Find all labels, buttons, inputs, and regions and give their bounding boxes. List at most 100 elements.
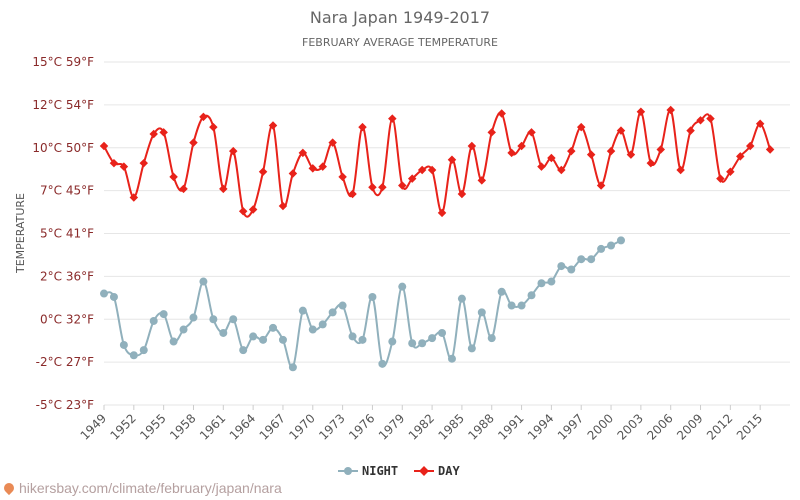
data-point-night[interactable] xyxy=(507,301,516,310)
data-point-day[interactable] xyxy=(656,145,665,154)
data-point-night[interactable] xyxy=(597,244,606,253)
data-point-day[interactable] xyxy=(417,165,427,175)
data-point-day[interactable] xyxy=(477,176,487,185)
data-point-night[interactable] xyxy=(438,328,447,337)
legend-item-day[interactable]: DAY xyxy=(414,464,460,478)
data-point-night[interactable] xyxy=(467,344,476,353)
data-point-night[interactable] xyxy=(607,241,616,250)
data-point-day[interactable] xyxy=(248,205,258,214)
data-point-day[interactable] xyxy=(119,162,129,171)
data-point-day[interactable] xyxy=(407,174,417,183)
data-point-night[interactable] xyxy=(388,337,397,346)
data-point-night[interactable] xyxy=(517,301,526,310)
data-point-night[interactable] xyxy=(557,262,566,271)
data-point-day[interactable] xyxy=(586,150,596,159)
data-point-day[interactable] xyxy=(467,141,477,151)
data-point-night[interactable] xyxy=(457,294,466,303)
data-point-day[interactable] xyxy=(378,182,387,192)
data-point-night[interactable] xyxy=(418,339,427,348)
data-point-day[interactable] xyxy=(298,148,308,158)
data-point-night[interactable] xyxy=(497,287,506,296)
data-point-day[interactable] xyxy=(209,122,218,132)
data-point-night[interactable] xyxy=(368,292,377,301)
data-point-day[interactable] xyxy=(437,208,447,218)
data-point-day[interactable] xyxy=(268,121,278,130)
data-point-night[interactable] xyxy=(428,334,437,343)
data-point-day[interactable] xyxy=(358,122,367,132)
data-point-night[interactable] xyxy=(587,255,596,264)
data-point-day[interactable] xyxy=(139,158,149,168)
data-point-night[interactable] xyxy=(179,325,188,334)
data-point-night[interactable] xyxy=(269,323,278,332)
data-point-day[interactable] xyxy=(368,182,377,192)
data-point-day[interactable] xyxy=(129,193,139,202)
data-point-day[interactable] xyxy=(487,128,496,137)
data-point-night[interactable] xyxy=(109,292,118,301)
data-point-day[interactable] xyxy=(427,165,437,175)
data-point-day[interactable] xyxy=(636,107,646,116)
data-point-day[interactable] xyxy=(388,114,397,123)
data-point-day[interactable] xyxy=(497,109,506,118)
data-point-day[interactable] xyxy=(338,172,347,182)
data-point-day[interactable] xyxy=(169,172,178,182)
data-point-night[interactable] xyxy=(408,339,417,348)
data-point-night[interactable] xyxy=(199,277,208,286)
data-point-day[interactable] xyxy=(348,189,357,199)
data-point-night[interactable] xyxy=(616,236,625,245)
data-point-day[interactable] xyxy=(318,162,327,171)
data-point-night[interactable] xyxy=(149,316,158,325)
data-point-day[interactable] xyxy=(229,146,238,156)
data-point-day[interactable] xyxy=(507,148,516,158)
data-point-night[interactable] xyxy=(169,337,178,346)
data-point-night[interactable] xyxy=(298,306,307,315)
data-point-night[interactable] xyxy=(229,315,238,324)
data-point-day[interactable] xyxy=(686,126,695,135)
data-point-day[interactable] xyxy=(328,138,337,147)
data-point-day[interactable] xyxy=(149,129,158,139)
data-point-night[interactable] xyxy=(318,320,327,329)
data-point-day[interactable] xyxy=(398,181,407,190)
data-point-day[interactable] xyxy=(159,128,168,137)
data-point-night[interactable] xyxy=(547,277,556,286)
data-point-night[interactable] xyxy=(239,346,248,355)
footer-link[interactable]: hikersbay.com/climate/february/japan/nar… xyxy=(1,480,282,496)
data-point-day[interactable] xyxy=(457,189,467,199)
data-point-day[interactable] xyxy=(527,128,536,137)
data-point-night[interactable] xyxy=(537,279,546,288)
data-point-night[interactable] xyxy=(348,332,357,341)
data-point-night[interactable] xyxy=(139,346,148,355)
data-point-day[interactable] xyxy=(765,145,775,154)
data-point-night[interactable] xyxy=(288,363,297,372)
data-point-night[interactable] xyxy=(527,291,536,300)
data-point-night[interactable] xyxy=(577,255,586,264)
data-point-night[interactable] xyxy=(259,335,268,344)
data-point-night[interactable] xyxy=(567,265,576,274)
data-point-day[interactable] xyxy=(258,167,268,177)
data-point-day[interactable] xyxy=(189,138,198,147)
data-point-night[interactable] xyxy=(159,310,168,319)
data-point-day[interactable] xyxy=(219,184,228,194)
data-point-night[interactable] xyxy=(338,301,347,310)
data-point-night[interactable] xyxy=(308,325,317,334)
data-point-night[interactable] xyxy=(278,335,287,344)
data-point-night[interactable] xyxy=(378,359,387,368)
data-point-night[interactable] xyxy=(219,328,228,337)
data-point-day[interactable] xyxy=(537,162,546,171)
data-point-night[interactable] xyxy=(100,289,108,298)
data-point-day[interactable] xyxy=(646,158,656,168)
data-point-night[interactable] xyxy=(447,354,456,363)
data-point-night[interactable] xyxy=(209,315,218,324)
data-point-day[interactable] xyxy=(199,112,208,122)
data-point-day[interactable] xyxy=(238,206,248,216)
data-point-day[interactable] xyxy=(288,169,298,178)
data-point-night[interactable] xyxy=(328,308,337,317)
legend-item-night[interactable]: NIGHT xyxy=(338,464,398,478)
data-point-night[interactable] xyxy=(358,335,367,344)
data-point-day[interactable] xyxy=(109,158,119,168)
data-point-night[interactable] xyxy=(189,313,198,322)
data-point-day[interactable] xyxy=(706,114,715,123)
data-point-day[interactable] xyxy=(447,155,457,164)
data-point-night[interactable] xyxy=(249,332,258,341)
data-point-night[interactable] xyxy=(119,340,128,349)
data-point-day[interactable] xyxy=(179,184,188,194)
